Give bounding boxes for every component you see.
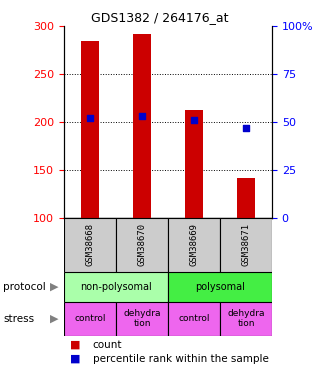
- Point: [140, 113, 145, 119]
- Bar: [116, 217, 168, 272]
- Bar: [168, 302, 220, 336]
- Bar: [185, 110, 203, 218]
- Text: ▶: ▶: [50, 314, 58, 324]
- Text: control: control: [178, 314, 210, 323]
- Text: GSM38670: GSM38670: [138, 223, 147, 266]
- Text: GSM38671: GSM38671: [242, 223, 251, 266]
- Text: percentile rank within the sample: percentile rank within the sample: [93, 354, 269, 364]
- Bar: [220, 217, 272, 272]
- Bar: [64, 217, 116, 272]
- Bar: [64, 272, 168, 302]
- Text: polysomal: polysomal: [195, 282, 245, 292]
- Text: non-polysomal: non-polysomal: [80, 282, 152, 292]
- Text: dehydra
tion: dehydra tion: [227, 309, 265, 328]
- Text: GSM38669: GSM38669: [189, 223, 198, 266]
- Bar: [168, 217, 220, 272]
- Text: GSM38668: GSM38668: [85, 223, 94, 266]
- Text: dehydra
tion: dehydra tion: [123, 309, 161, 328]
- Bar: [133, 34, 151, 218]
- Point: [191, 117, 196, 123]
- Text: count: count: [93, 340, 122, 350]
- Bar: [81, 40, 99, 218]
- Bar: [116, 302, 168, 336]
- Bar: [64, 302, 116, 336]
- Text: ■: ■: [70, 354, 81, 364]
- Point: [87, 115, 92, 121]
- Bar: [168, 272, 272, 302]
- Text: protocol: protocol: [3, 282, 46, 292]
- Bar: [237, 178, 255, 218]
- Text: stress: stress: [3, 314, 34, 324]
- Point: [244, 124, 249, 130]
- Bar: [220, 302, 272, 336]
- Text: ▶: ▶: [50, 282, 58, 292]
- Text: GDS1382 / 264176_at: GDS1382 / 264176_at: [91, 11, 229, 24]
- Text: ■: ■: [70, 340, 81, 350]
- Text: control: control: [74, 314, 106, 323]
